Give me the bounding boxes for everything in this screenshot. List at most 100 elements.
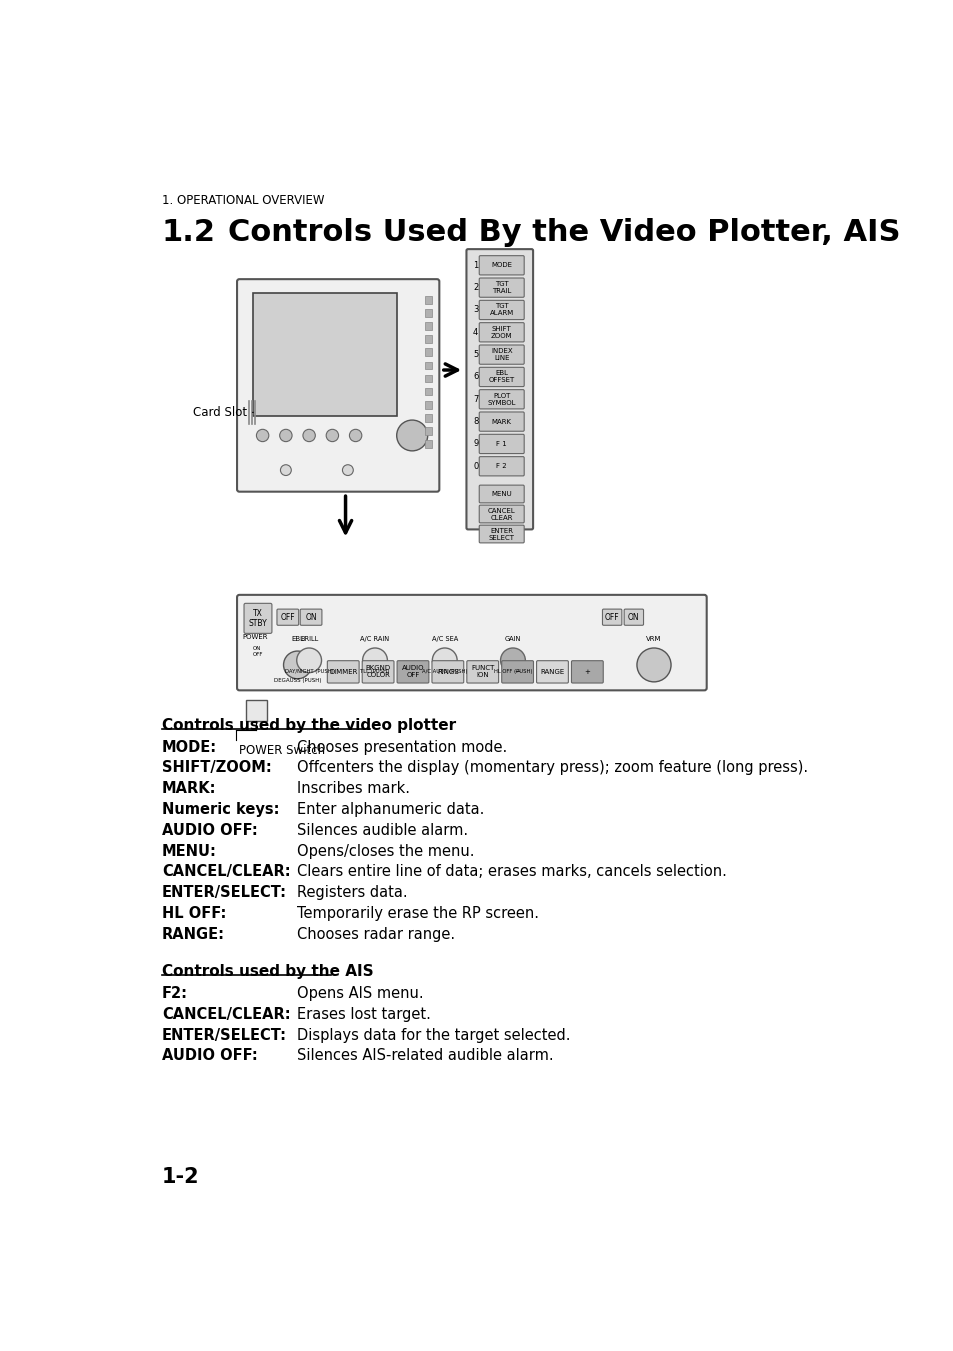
- Text: TX
STBY: TX STBY: [249, 609, 267, 628]
- FancyBboxPatch shape: [478, 389, 523, 409]
- FancyBboxPatch shape: [244, 604, 272, 634]
- Text: HL OFF (PUSH): HL OFF (PUSH): [494, 669, 532, 674]
- Circle shape: [303, 430, 315, 442]
- Circle shape: [500, 648, 525, 673]
- Bar: [424, 335, 432, 343]
- Circle shape: [256, 430, 269, 442]
- Text: F2:: F2:: [162, 986, 188, 1001]
- FancyBboxPatch shape: [501, 661, 533, 684]
- FancyBboxPatch shape: [478, 485, 523, 503]
- Text: POWER: POWER: [242, 634, 268, 639]
- FancyBboxPatch shape: [623, 609, 643, 626]
- Bar: [253, 293, 396, 416]
- Circle shape: [342, 465, 353, 476]
- Text: TGT
TRAIL: TGT TRAIL: [492, 281, 511, 295]
- Text: AUDIO
OFF: AUDIO OFF: [401, 665, 424, 678]
- Text: RANGE:: RANGE:: [162, 927, 225, 942]
- Text: Chooses presentation mode.: Chooses presentation mode.: [297, 739, 507, 755]
- Text: MARK: MARK: [491, 419, 511, 424]
- Text: RINGS: RINGS: [436, 669, 458, 676]
- Text: 8: 8: [473, 417, 478, 426]
- Text: ON: ON: [253, 646, 261, 651]
- FancyBboxPatch shape: [478, 345, 523, 365]
- Circle shape: [637, 648, 670, 682]
- FancyBboxPatch shape: [478, 412, 523, 431]
- Text: Chooses radar range.: Chooses radar range.: [297, 927, 456, 942]
- Text: Clears entire line of data; erases marks, cancels selection.: Clears entire line of data; erases marks…: [297, 865, 726, 880]
- FancyBboxPatch shape: [432, 661, 463, 684]
- Text: ENTER/SELECT:: ENTER/SELECT:: [162, 885, 287, 900]
- Bar: [424, 413, 432, 422]
- Bar: [424, 388, 432, 396]
- Circle shape: [432, 648, 456, 673]
- Text: +: +: [584, 669, 590, 676]
- FancyBboxPatch shape: [300, 609, 321, 626]
- Text: Controls used by the video plotter: Controls used by the video plotter: [162, 719, 456, 734]
- Text: Silences audible alarm.: Silences audible alarm.: [297, 823, 468, 838]
- Text: GAIN: GAIN: [504, 636, 520, 642]
- Text: Numeric keys:: Numeric keys:: [162, 802, 279, 817]
- Text: Card Slot: Card Slot: [193, 405, 253, 419]
- Text: EBL
OFFSET: EBL OFFSET: [488, 370, 515, 384]
- Text: MODE: MODE: [491, 262, 512, 269]
- FancyBboxPatch shape: [362, 661, 394, 684]
- Text: Registers data.: Registers data.: [297, 885, 408, 900]
- Text: Opens/closes the menu.: Opens/closes the menu.: [297, 843, 475, 859]
- Text: 1: 1: [473, 261, 477, 270]
- Text: FUNCT
ION: FUNCT ION: [471, 665, 494, 678]
- Text: F 2: F 2: [496, 463, 506, 469]
- Bar: [424, 440, 432, 447]
- Circle shape: [326, 430, 338, 442]
- Text: BRILL: BRILL: [299, 636, 318, 642]
- FancyBboxPatch shape: [276, 609, 298, 626]
- Text: ON: ON: [627, 613, 639, 621]
- FancyBboxPatch shape: [536, 661, 568, 684]
- Bar: [424, 309, 432, 317]
- Text: POWER Switch: POWER Switch: [239, 744, 325, 758]
- FancyBboxPatch shape: [478, 367, 523, 386]
- Text: HL OFF:: HL OFF:: [162, 907, 226, 921]
- Text: F 1: F 1: [496, 440, 507, 447]
- Text: MODE:: MODE:: [162, 739, 216, 755]
- Text: OFF: OFF: [253, 653, 263, 658]
- Text: ON: ON: [305, 613, 316, 621]
- Text: AUDIO OFF:: AUDIO OFF:: [162, 823, 257, 838]
- Text: Controls used by the AIS: Controls used by the AIS: [162, 965, 374, 979]
- Text: INDEX
LINE: INDEX LINE: [491, 349, 512, 361]
- Circle shape: [280, 465, 291, 476]
- Bar: [424, 427, 432, 435]
- FancyBboxPatch shape: [571, 661, 602, 684]
- Text: A/C AUTO (PUSH): A/C AUTO (PUSH): [421, 669, 467, 674]
- FancyBboxPatch shape: [396, 661, 429, 684]
- Text: A/C SEA: A/C SEA: [431, 636, 457, 642]
- Text: MENU:: MENU:: [162, 843, 216, 859]
- Text: A/C RAIN: A/C RAIN: [360, 636, 389, 642]
- Text: 3: 3: [473, 305, 478, 315]
- Text: MARK:: MARK:: [162, 781, 216, 796]
- FancyBboxPatch shape: [478, 323, 523, 342]
- Bar: [424, 296, 432, 304]
- Text: EBL: EBL: [291, 636, 304, 642]
- Bar: [424, 349, 432, 357]
- FancyBboxPatch shape: [478, 255, 523, 274]
- Text: ENTER
SELECT: ENTER SELECT: [488, 527, 515, 540]
- FancyBboxPatch shape: [602, 609, 621, 626]
- Text: 0: 0: [473, 462, 477, 470]
- Text: Silences AIS-related audible alarm.: Silences AIS-related audible alarm.: [297, 1048, 554, 1063]
- FancyBboxPatch shape: [236, 594, 706, 690]
- Text: RANGE: RANGE: [539, 669, 564, 676]
- Text: 4: 4: [473, 328, 477, 336]
- Text: Displays data for the target selected.: Displays data for the target selected.: [297, 1028, 571, 1043]
- FancyBboxPatch shape: [466, 249, 533, 530]
- Text: 9: 9: [473, 439, 477, 449]
- Text: −: −: [514, 669, 520, 676]
- Text: CANCEL/CLEAR:: CANCEL/CLEAR:: [162, 1006, 291, 1021]
- Text: SHIFT
ZOOM: SHIFT ZOOM: [491, 326, 512, 339]
- Text: 1-2: 1-2: [162, 1167, 199, 1188]
- Circle shape: [349, 430, 361, 442]
- Text: CANCEL/CLEAR:: CANCEL/CLEAR:: [162, 865, 291, 880]
- Text: Temporarily erase the RP screen.: Temporarily erase the RP screen.: [297, 907, 539, 921]
- FancyBboxPatch shape: [478, 457, 523, 476]
- Circle shape: [396, 420, 427, 451]
- Text: PLOT
SYMBOL: PLOT SYMBOL: [487, 393, 516, 405]
